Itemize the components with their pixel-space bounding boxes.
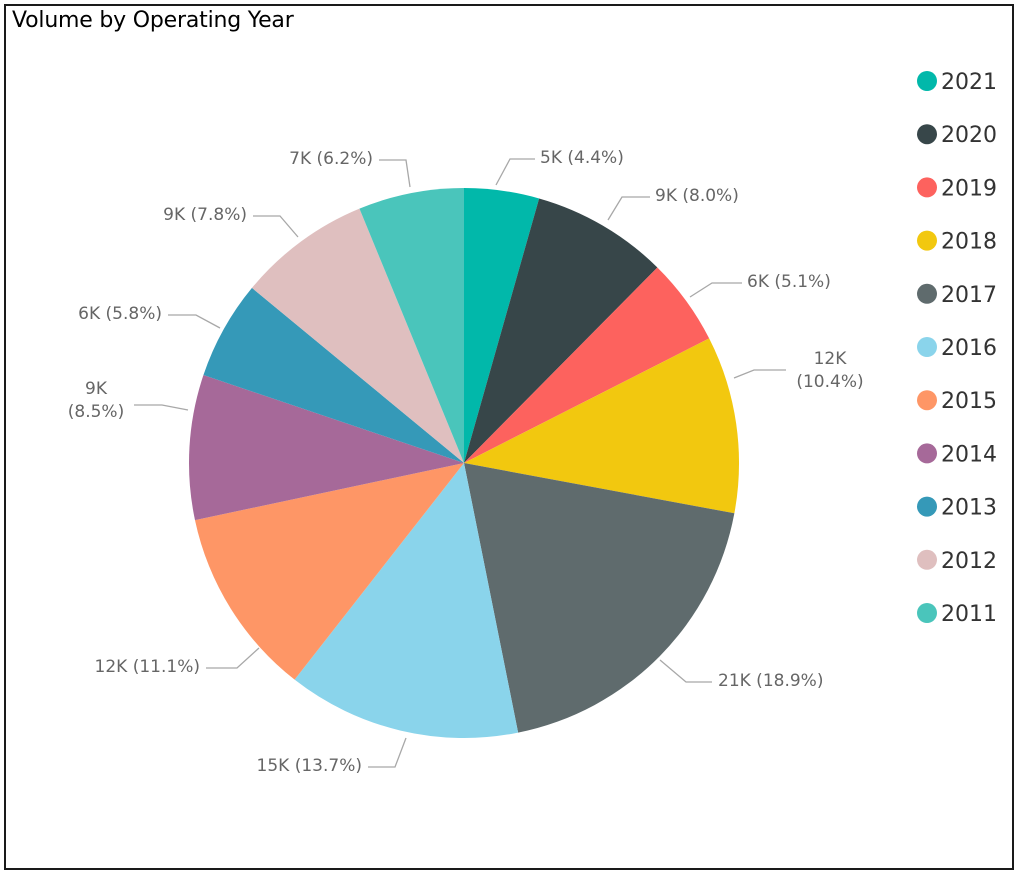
- legend-item-2012[interactable]: 2012: [917, 549, 997, 574]
- legend: 2021 2020 2019 2018 2017 2016 2015 2014 2013 2012…: [917, 70, 997, 627]
- legend-label-2012: 2012: [941, 549, 997, 574]
- legend-item-2019[interactable]: 2019: [917, 176, 997, 201]
- pie-slice-2016[interactable]: [294, 463, 519, 739]
- legend-marker-2016: [917, 337, 937, 357]
- legend-label-2020: 2020: [941, 123, 997, 148]
- leader-line-2020: [607, 196, 650, 221]
- data-label-2021: 5K (4.4%): [540, 148, 624, 168]
- data-label-2020: 9K (8.0%): [655, 186, 739, 206]
- data-label-2014: 9K (8.5%): [68, 379, 124, 422]
- data-label-2011: 7K (6.2%): [289, 149, 373, 169]
- leader-line-2016: [368, 737, 407, 768]
- pie-data-labels: 5K (4.4%) 9K (8.0%) 6K (5.1%) 12K (10.4%) 21K…: [68, 148, 864, 776]
- data-label-2018: 12K (10.4%): [796, 349, 863, 392]
- pie-slice-2011[interactable]: [359, 188, 464, 463]
- pie-slice-2018[interactable]: [464, 338, 740, 514]
- legend-item-2014[interactable]: 2014: [917, 442, 997, 467]
- data-label-2019: 6K (5.1%): [747, 272, 831, 292]
- legend-label-2018: 2018: [941, 230, 997, 255]
- pie-slice-2015[interactable]: [194, 463, 465, 680]
- legend-label-2015: 2015: [941, 389, 997, 414]
- legend-label-2017: 2017: [941, 283, 997, 308]
- pie-slice-2017[interactable]: [464, 463, 735, 733]
- legend-label-2013: 2013: [941, 496, 997, 521]
- leader-line-2014: [134, 404, 189, 411]
- pie-slice-2020[interactable]: [464, 198, 658, 463]
- legend-item-2015[interactable]: 2015: [917, 389, 997, 414]
- legend-item-2016[interactable]: 2016: [917, 336, 997, 361]
- data-label-2012: 9K (7.8%): [163, 205, 247, 225]
- pie-slice-2014[interactable]: [188, 375, 465, 521]
- legend-item-2017[interactable]: 2017: [917, 283, 997, 308]
- legend-marker-2015: [917, 390, 937, 411]
- legend-item-2020[interactable]: 2020: [917, 123, 997, 148]
- chart-title: Volume by Operating Year: [12, 8, 294, 33]
- data-label-2017: 21K (18.9%): [718, 671, 823, 691]
- legend-marker-2018: [917, 230, 937, 251]
- legend-item-2013[interactable]: 2013: [917, 496, 997, 521]
- legend-item-2011[interactable]: 2011: [917, 602, 997, 627]
- data-label-2015: 12K (11.1%): [95, 657, 200, 677]
- legend-marker-2012: [917, 549, 937, 570]
- legend-item-2021[interactable]: 2021: [917, 70, 997, 95]
- data-label-2013: 6K (5.8%): [78, 304, 162, 324]
- leader-line-2018: [733, 369, 786, 379]
- legend-marker-2014: [917, 443, 937, 464]
- leader-line-2019: [689, 282, 742, 298]
- pie-slice-2021[interactable]: [464, 187, 540, 463]
- legend-marker-2019: [917, 177, 937, 198]
- legend-label-2016: 2016: [941, 336, 997, 361]
- legend-marker-2011: [917, 603, 937, 623]
- legend-item-2018[interactable]: 2018: [917, 230, 997, 255]
- legend-marker-2020: [917, 124, 937, 145]
- pie-slice-2012[interactable]: [251, 208, 464, 463]
- data-label-2016: 15K (13.7%): [257, 756, 362, 776]
- pie-slice-2019[interactable]: [464, 267, 710, 463]
- legend-label-2019: 2019: [941, 176, 997, 201]
- legend-label-2021: 2021: [941, 70, 997, 95]
- legend-label-2011: 2011: [941, 602, 997, 627]
- leader-line-2013: [168, 314, 221, 329]
- legend-marker-2017: [917, 283, 937, 304]
- legend-marker-2021: [917, 71, 937, 91]
- leader-line-2011: [379, 159, 411, 188]
- leader-line-2017: [659, 659, 712, 683]
- pie-leader-lines: [134, 158, 786, 768]
- pie-slice-2013[interactable]: [203, 287, 464, 463]
- pie-slices: [188, 187, 740, 739]
- leader-line-2021: [495, 158, 535, 186]
- legend-label-2014: 2014: [941, 442, 997, 467]
- leader-line-2012: [253, 215, 299, 238]
- legend-marker-2013: [917, 496, 937, 517]
- leader-line-2015: [206, 647, 260, 669]
